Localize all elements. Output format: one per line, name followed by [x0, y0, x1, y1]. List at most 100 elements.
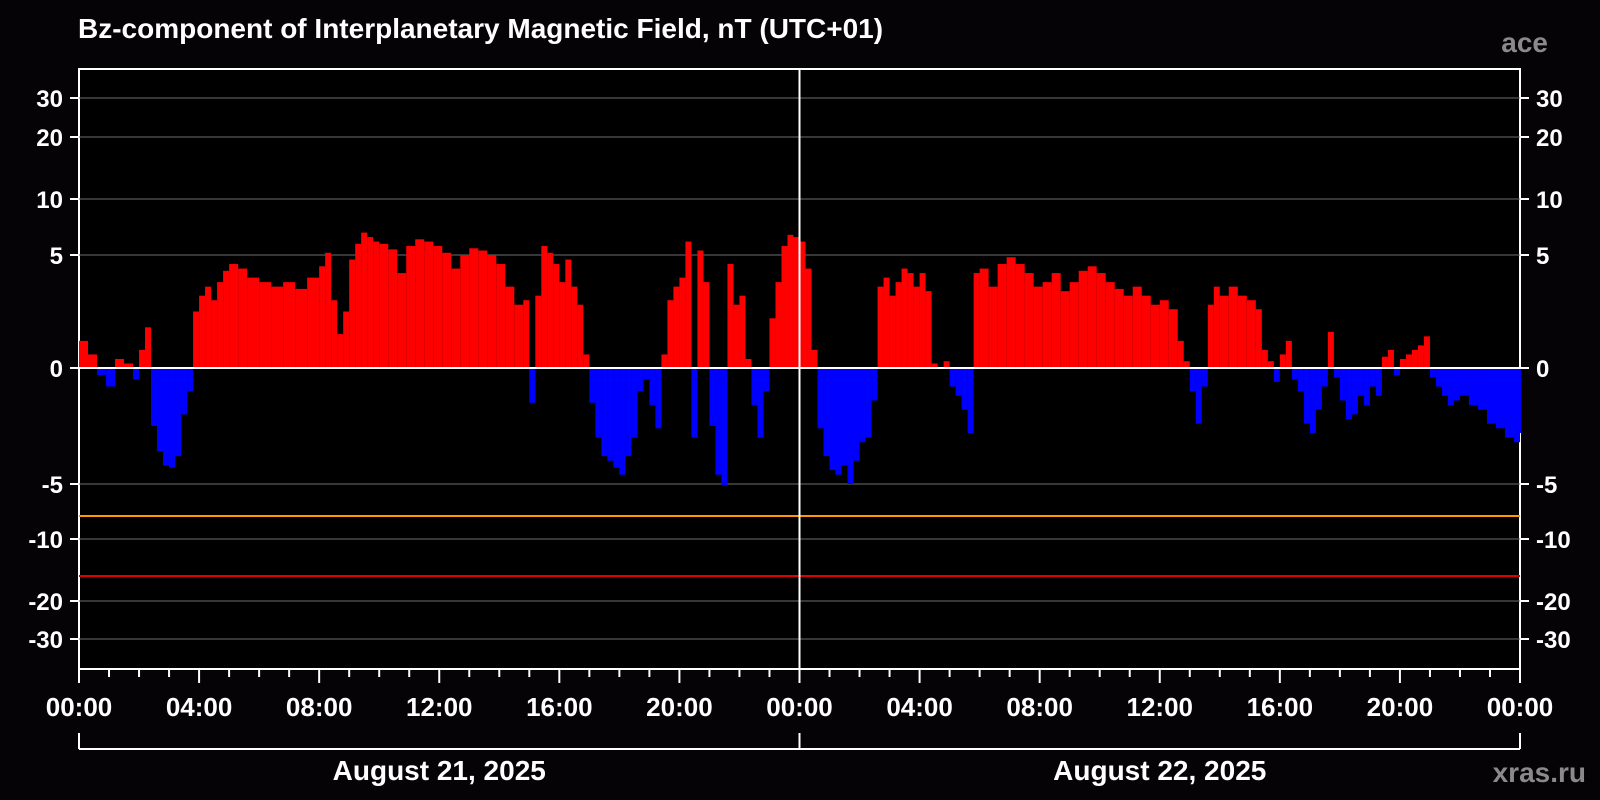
bz-bar-positive	[307, 277, 320, 368]
bz-bar-positive	[145, 327, 152, 368]
bz-bar-negative	[709, 368, 716, 426]
bz-bar-negative	[649, 368, 656, 406]
bz-bar-positive	[247, 277, 260, 368]
bz-bar-negative	[955, 368, 962, 396]
bz-bar-positive	[79, 340, 89, 368]
bz-bar-negative	[1441, 368, 1448, 396]
bz-bar-negative	[169, 368, 176, 468]
bz-bar-negative	[619, 368, 626, 475]
bz-bar-positive	[469, 248, 479, 368]
bz-bar-positive	[388, 249, 398, 368]
bz-bar-negative	[589, 368, 596, 403]
bz-bar-positive	[355, 243, 362, 368]
bz-bar-positive	[1285, 340, 1292, 368]
bz-bar-negative	[1351, 368, 1358, 415]
bz-bar-positive	[514, 304, 524, 368]
bz-bar-negative	[967, 368, 974, 433]
bz-bar-negative	[865, 368, 872, 438]
bz-bar-negative	[949, 368, 956, 387]
bz-bar-positive	[349, 259, 356, 368]
bz-bar-positive	[1246, 300, 1256, 368]
bz-bar-negative	[637, 368, 644, 392]
x-tick-label: 00:00	[1487, 692, 1554, 722]
bz-bar-positive	[997, 264, 1007, 368]
bz-bar-positive	[805, 268, 812, 368]
y-tick-label-left: 0	[50, 356, 63, 383]
bz-bar-positive	[1042, 282, 1052, 368]
x-tick-label: 12:00	[1127, 692, 1194, 722]
bz-bar-negative	[1513, 368, 1520, 443]
bz-bar-positive	[667, 300, 674, 368]
bz-bar-negative	[175, 368, 182, 457]
chart-title: Bz-component of Interplanetary Magnetic …	[78, 13, 883, 44]
bz-bar-negative	[163, 368, 170, 466]
y-tick-label-right: -10	[1536, 527, 1571, 554]
bz-bar-negative	[1297, 368, 1304, 392]
bz-bar-negative	[625, 368, 632, 457]
y-tick-label-right: 0	[1536, 356, 1549, 383]
bz-bar-positive	[1168, 309, 1178, 368]
bz-bar-positive	[895, 282, 902, 368]
bz-bar-positive	[343, 311, 350, 368]
bz-bar-negative	[1369, 368, 1376, 387]
y-tick-labels: 30 30 20 20 10 10 5 5 0 0 -5 -5 -10 -10 -20 -20 -30 -30	[28, 86, 1570, 654]
bz-bar-negative	[187, 368, 194, 392]
bz-bar-positive	[229, 264, 239, 368]
bz-bar-positive	[1051, 273, 1061, 368]
footer-label: xras.ru	[1493, 757, 1586, 788]
x-tick-label: 12:00	[406, 692, 473, 722]
bz-bar-positive	[787, 234, 794, 368]
bz-bar-positive	[727, 264, 734, 368]
bz-bar-negative	[817, 368, 824, 429]
bz-bar-positive	[547, 252, 554, 368]
bz-bar-positive	[1060, 291, 1070, 368]
bz-bar-positive	[1255, 309, 1262, 368]
bz-bar-negative	[97, 368, 107, 375]
bz-bar-negative	[1315, 368, 1322, 410]
bz-bar-positive	[907, 273, 914, 368]
bz-bar-positive	[451, 268, 461, 368]
bz-bar-negative	[1435, 368, 1442, 387]
date-label: August 21, 2025	[333, 755, 546, 786]
bz-bar-positive	[460, 255, 470, 368]
bz-bar-negative	[871, 368, 878, 401]
bz-bar-positive	[523, 300, 530, 368]
bz-bar-negative	[1291, 368, 1298, 380]
bz-bar-negative	[1201, 368, 1208, 387]
bz-bar-positive	[1150, 304, 1160, 368]
bz-bar-negative	[1303, 368, 1310, 424]
bz-bar-negative	[835, 368, 842, 475]
bz-bar-positive	[1237, 295, 1247, 368]
bz-bar-positive	[685, 241, 692, 368]
bz-bar-positive	[1114, 288, 1124, 368]
bz-bar-positive	[988, 286, 998, 368]
bz-bar-negative	[841, 368, 848, 466]
bz-bar-positive	[535, 295, 542, 368]
bz-bar-positive	[673, 286, 680, 368]
bz-bar-positive	[1213, 286, 1220, 368]
y-tick-label-right: -20	[1536, 589, 1571, 616]
bz-bar-positive	[1228, 286, 1238, 368]
bz-bar-negative	[961, 368, 968, 410]
bz-bar-negative	[1273, 368, 1280, 382]
bz-bar-negative	[643, 368, 650, 380]
bz-bar-positive	[811, 349, 818, 368]
bz-bar-positive	[565, 259, 572, 368]
bz-bar-positive	[505, 286, 515, 368]
bz-bar-positive	[913, 286, 920, 368]
bz-bar-positive	[199, 295, 206, 368]
x-tick-label: 08:00	[286, 692, 353, 722]
bz-bar-positive	[1261, 349, 1268, 368]
bz-bar-positive	[1207, 304, 1214, 368]
bz-bar-positive	[571, 286, 578, 368]
y-tick-label-right: 20	[1536, 125, 1563, 152]
y-tick-label-right: 30	[1536, 86, 1563, 113]
bz-bar-positive	[931, 363, 938, 368]
bz-bar-positive	[283, 282, 296, 368]
bz-bar-positive	[703, 282, 710, 368]
bz-bar-positive	[1033, 286, 1043, 368]
bz-bar-positive	[433, 246, 443, 368]
bz-bar-positive	[88, 354, 98, 368]
bz-bar-negative	[529, 368, 536, 403]
